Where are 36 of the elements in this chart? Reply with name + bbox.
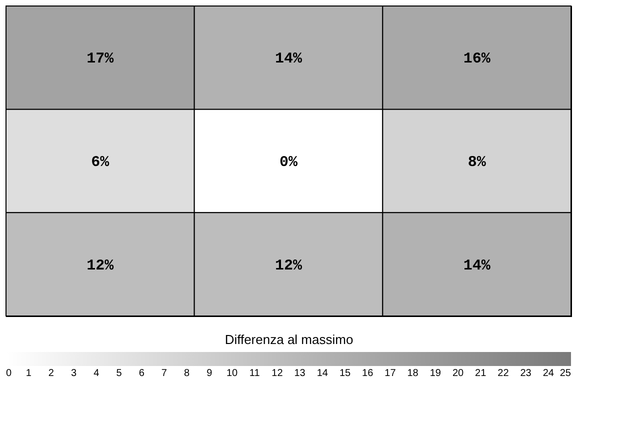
color-bar-label: 12 xyxy=(272,368,284,379)
color-bar-label: 2 xyxy=(48,368,54,379)
color-bar-label: 11 xyxy=(249,368,260,379)
data-label: 17% xyxy=(86,50,115,68)
data-label: 14% xyxy=(274,50,303,68)
color-bar-label: 10 xyxy=(226,368,238,379)
color-bar-label: 3 xyxy=(71,368,78,379)
data-label: 6% xyxy=(91,154,110,171)
color-bar-label: 9 xyxy=(206,368,213,379)
color-bar-label: 16 xyxy=(362,368,374,379)
color-bar-label: 21 xyxy=(475,368,487,379)
color-bar-label: 13 xyxy=(294,368,306,379)
color-bar-label: 22 xyxy=(498,368,510,379)
color-bar-label: 19 xyxy=(430,368,442,379)
color-bar-label: 0 xyxy=(6,368,12,379)
color-bar-label: 20 xyxy=(452,368,464,379)
color-bar-label: 4 xyxy=(94,368,100,379)
color-bar-label: 1 xyxy=(26,368,32,379)
color-bar-label: 14 xyxy=(316,368,328,379)
color-bar-label: 24 xyxy=(542,368,554,379)
data-label: 16% xyxy=(463,50,492,68)
color-bar-label: 15 xyxy=(339,368,351,379)
data-label: 12% xyxy=(86,257,115,274)
color-bar-title: Differenza al massimo xyxy=(224,332,354,347)
data-label: 0% xyxy=(279,154,298,171)
color-bar-label: 6 xyxy=(138,368,145,379)
color-bar-label: 25 xyxy=(560,368,572,379)
color-bar-label: 8 xyxy=(184,368,190,379)
data-label: 8% xyxy=(468,154,487,171)
color-bar-label: 18 xyxy=(407,368,419,379)
color-bar-label: 5 xyxy=(116,368,122,379)
data-label: 14% xyxy=(463,257,492,274)
color-bar-label: 7 xyxy=(161,368,168,379)
color-bar-label: 17 xyxy=(384,368,396,379)
color-bar-label: 23 xyxy=(520,368,532,379)
data-label: 12% xyxy=(274,257,303,274)
